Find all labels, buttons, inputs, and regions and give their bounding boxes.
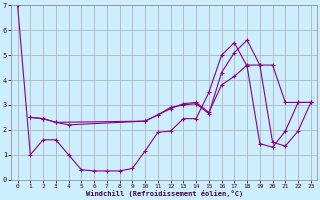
X-axis label: Windchill (Refroidissement éolien,°C): Windchill (Refroidissement éolien,°C) <box>85 190 243 197</box>
